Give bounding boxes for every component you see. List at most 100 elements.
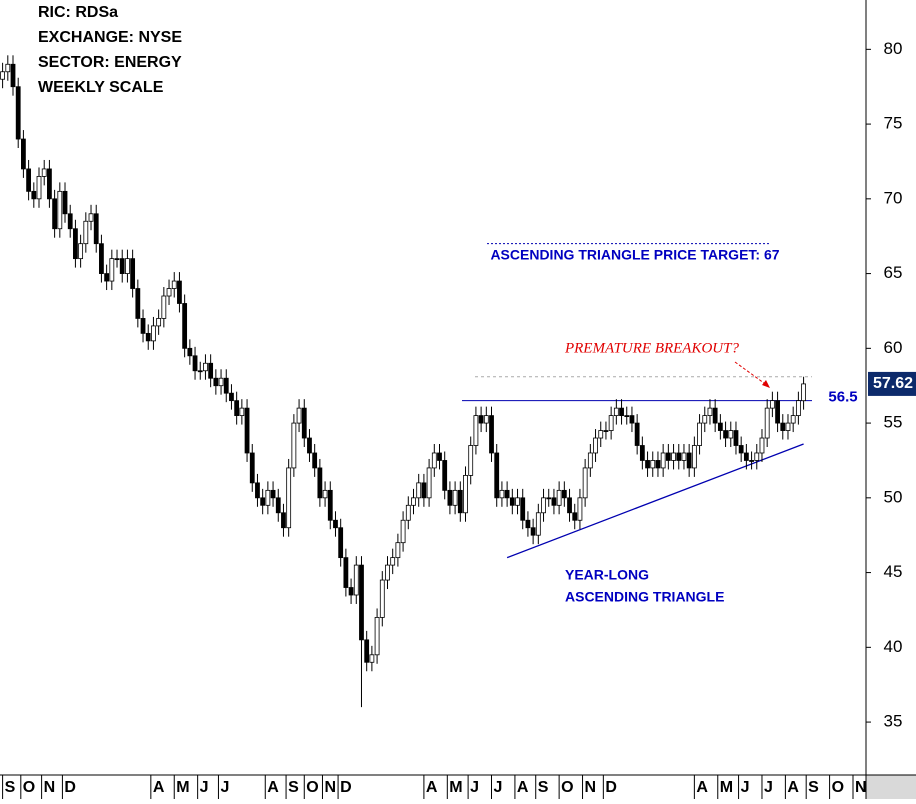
candle-body	[234, 400, 240, 417]
x-tick-label: D	[605, 779, 617, 796]
y-tick-label: 70	[884, 188, 903, 207]
candle-body	[780, 422, 786, 431]
x-tick-label: D	[340, 779, 352, 796]
x-tick-label: S	[538, 779, 549, 796]
candle-body	[197, 370, 203, 373]
candle-body	[717, 422, 723, 431]
candle-body	[530, 527, 536, 536]
x-tick-label: A	[787, 779, 799, 796]
candle-body	[775, 400, 780, 424]
candle-body	[390, 557, 396, 566]
candle-body	[572, 512, 578, 521]
candle-body	[728, 430, 734, 439]
y-tick-label: 75	[884, 114, 903, 133]
candle-body	[712, 407, 718, 424]
candle-body	[255, 482, 260, 499]
candle-body	[561, 489, 567, 499]
candle-body	[301, 407, 307, 439]
candle-body	[145, 332, 151, 342]
y-tick-label: 35	[884, 712, 903, 731]
candle-body	[400, 519, 406, 544]
y-tick-label: 60	[884, 338, 903, 357]
candle-body	[359, 564, 364, 641]
candle-body	[41, 168, 47, 177]
candle-body	[650, 460, 656, 469]
candle-body	[541, 497, 546, 514]
resistance-label: 56.5	[828, 389, 857, 406]
candle-body	[5, 63, 11, 73]
candle-body	[608, 415, 614, 431]
candle-body	[509, 497, 515, 506]
candle-body	[655, 460, 661, 469]
candle-body	[83, 220, 89, 245]
target-label: ASCENDING TRIANGLE PRICE TARGET: 67	[490, 247, 779, 263]
candle-body	[15, 86, 21, 140]
breakout-arrow	[734, 361, 769, 387]
candle-body	[603, 430, 609, 432]
y-tick-label: 50	[884, 487, 903, 506]
candle-body	[208, 362, 214, 379]
candle-body	[681, 452, 687, 461]
y-tick-label: 80	[884, 39, 903, 58]
x-tick-label: J	[764, 779, 773, 796]
candle-body	[504, 489, 510, 499]
candle-body	[452, 489, 458, 506]
candle-body	[223, 377, 229, 394]
candle-body	[57, 190, 63, 230]
candle-body	[723, 430, 728, 439]
candle-body	[769, 400, 775, 409]
last-price-box	[868, 371, 916, 396]
candle-body	[468, 445, 474, 476]
x-tick-label: N	[324, 779, 336, 796]
x-tick-label: N	[855, 779, 867, 796]
x-tick-label: J	[494, 779, 503, 796]
candle-body	[567, 497, 572, 514]
x-tick-label: A	[696, 779, 708, 796]
candle-body	[229, 392, 234, 402]
candle-body	[489, 415, 494, 454]
candle-body	[733, 430, 739, 446]
candle-body	[26, 168, 32, 192]
candle-body	[327, 489, 333, 521]
candle-body	[785, 422, 791, 431]
x-tick-label: J	[220, 779, 229, 796]
candle-body	[411, 497, 416, 506]
candle-body	[499, 489, 505, 499]
y-tick-label: 55	[884, 413, 903, 432]
candle-body	[203, 362, 208, 372]
trendline	[506, 443, 804, 559]
candle-body	[10, 63, 16, 88]
candle-body	[239, 407, 245, 417]
candle-body	[338, 527, 344, 559]
x-tick-label: M	[176, 779, 189, 796]
candle-body	[707, 407, 713, 417]
candle-body	[36, 176, 42, 200]
candle-body	[78, 243, 84, 260]
candle-body	[270, 489, 276, 499]
candle-body	[322, 489, 328, 499]
candle-body	[416, 482, 422, 499]
candle-body	[619, 407, 624, 417]
candle-body	[99, 243, 104, 274]
info-text: SECTOR: ENERGY	[38, 54, 182, 71]
candle-body	[546, 497, 552, 500]
candle-body	[525, 519, 531, 529]
x-tick-label: A	[153, 779, 165, 796]
candle-body	[213, 377, 219, 387]
x-tick-label: N	[585, 779, 597, 796]
candle-body	[405, 504, 411, 521]
x-tick-label: M	[720, 779, 733, 796]
candle-body	[62, 190, 68, 215]
x-tick-label: O	[23, 779, 35, 796]
candle-body	[515, 497, 520, 506]
candle-body	[291, 422, 297, 469]
info-text: WEEKLY SCALE	[38, 79, 164, 96]
info-text: RIC: RDSa	[38, 4, 118, 21]
candle-body	[67, 213, 73, 230]
candle-body	[613, 407, 619, 417]
y-tick-label: 40	[884, 637, 903, 656]
candle-body	[473, 415, 479, 446]
x-tick-label: S	[808, 779, 819, 796]
candle-body	[478, 415, 484, 424]
